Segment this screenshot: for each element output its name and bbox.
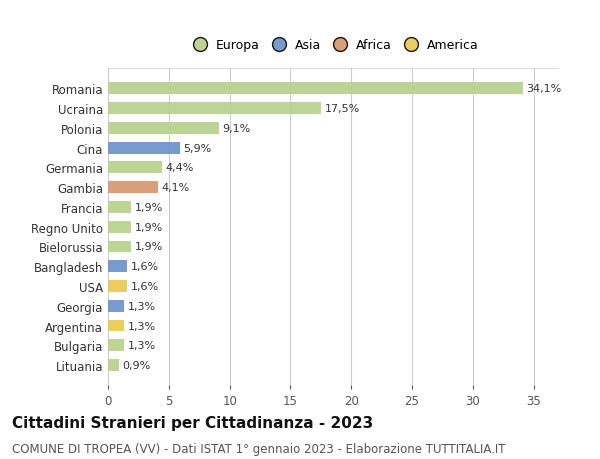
Bar — [108, 340, 124, 352]
Bar — [108, 300, 124, 312]
Text: 4,1%: 4,1% — [161, 183, 190, 193]
Bar — [108, 280, 127, 292]
Text: 1,9%: 1,9% — [135, 202, 163, 213]
Text: 34,1%: 34,1% — [526, 84, 562, 94]
Bar — [108, 123, 218, 134]
Bar — [108, 221, 131, 233]
Text: 1,6%: 1,6% — [131, 262, 159, 272]
Bar — [108, 83, 523, 95]
Text: 1,3%: 1,3% — [127, 321, 155, 331]
Text: 0,9%: 0,9% — [122, 360, 151, 370]
Bar — [108, 202, 131, 213]
Legend: Europa, Asia, Africa, America: Europa, Asia, Africa, America — [182, 34, 484, 57]
Text: 5,9%: 5,9% — [184, 143, 212, 153]
Text: 1,9%: 1,9% — [135, 222, 163, 232]
Text: 1,9%: 1,9% — [135, 242, 163, 252]
Bar — [108, 261, 127, 273]
Text: 1,3%: 1,3% — [127, 341, 155, 351]
Text: 9,1%: 9,1% — [223, 123, 251, 134]
Text: 4,4%: 4,4% — [165, 163, 194, 173]
Bar — [108, 359, 119, 371]
Text: Cittadini Stranieri per Cittadinanza - 2023: Cittadini Stranieri per Cittadinanza - 2… — [12, 415, 373, 431]
Bar — [108, 241, 131, 253]
Text: 17,5%: 17,5% — [325, 104, 360, 114]
Text: COMUNE DI TROPEA (VV) - Dati ISTAT 1° gennaio 2023 - Elaborazione TUTTITALIA.IT: COMUNE DI TROPEA (VV) - Dati ISTAT 1° ge… — [12, 442, 505, 454]
Bar — [108, 103, 321, 115]
Text: 1,6%: 1,6% — [131, 281, 159, 291]
Bar — [108, 162, 161, 174]
Bar — [108, 320, 124, 332]
Bar — [108, 182, 158, 194]
Text: 1,3%: 1,3% — [127, 301, 155, 311]
Bar — [108, 142, 180, 154]
